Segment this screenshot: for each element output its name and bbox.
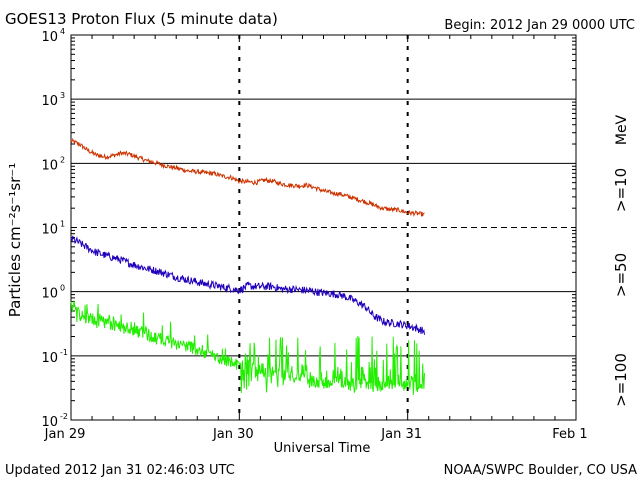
svg-text:10: 10 [41, 415, 58, 430]
svg-text:10: 10 [41, 30, 58, 45]
y-tick-label: 10 0 [41, 284, 65, 302]
y-tick-label: 10 -1 [41, 348, 68, 366]
svg-text:10: 10 [41, 351, 58, 366]
svg-text:3: 3 [60, 91, 65, 100]
plot-area [70, 34, 577, 421]
legend-10mev: >=10 [612, 168, 630, 212]
y-tick-label: 10 1 [41, 220, 65, 238]
series-line-p100 [70, 300, 425, 395]
legend-mev: MeV [614, 114, 630, 145]
y-tick-label: 10 3 [41, 91, 65, 109]
svg-text:10: 10 [41, 94, 58, 109]
svg-text:10: 10 [41, 287, 58, 302]
credit-label: NOAA/SWPC Boulder, CO USA [444, 463, 637, 478]
x-tick-label: Feb 1 [552, 427, 587, 442]
svg-text:-2: -2 [60, 412, 68, 421]
updated-timestamp: Updated 2012 Jan 31 02:46:03 UTC [5, 463, 235, 478]
legend-100mev: >=100 [612, 353, 630, 407]
svg-text:10: 10 [41, 223, 58, 238]
gridlines [71, 35, 576, 420]
legend-50mev: >=50 [612, 253, 630, 297]
svg-text:2: 2 [60, 155, 65, 164]
x-axis-label: Universal Time [274, 441, 371, 456]
svg-text:0: 0 [60, 284, 65, 293]
svg-text:1: 1 [60, 220, 65, 229]
x-tick-label: Jan 31 [380, 427, 422, 442]
x-tick-label: Jan 29 [44, 427, 86, 442]
x-axis-tick-labels: Jan 29 Jan 30 Jan 31 Feb 1 [44, 427, 588, 442]
svg-text:10: 10 [41, 158, 58, 173]
chart-title: GOES13 Proton Flux (5 minute data) [5, 10, 278, 28]
series-line-p50 [70, 235, 425, 335]
begin-date-label: Begin: 2012 Jan 29 0000 UTC [444, 18, 635, 33]
series-line-p10 [70, 137, 425, 218]
y-tick-label: 10 4 [41, 27, 65, 45]
data-series [70, 137, 425, 395]
y-tick-label: 10 -2 [41, 412, 68, 430]
x-tick-label: Jan 30 [212, 427, 254, 442]
svg-text:4: 4 [60, 27, 65, 36]
y-tick-label: 10 2 [41, 155, 65, 173]
svg-text:-1: -1 [60, 348, 68, 357]
y-axis-label: Particles cm⁻²s⁻¹sr⁻¹ [6, 163, 24, 317]
